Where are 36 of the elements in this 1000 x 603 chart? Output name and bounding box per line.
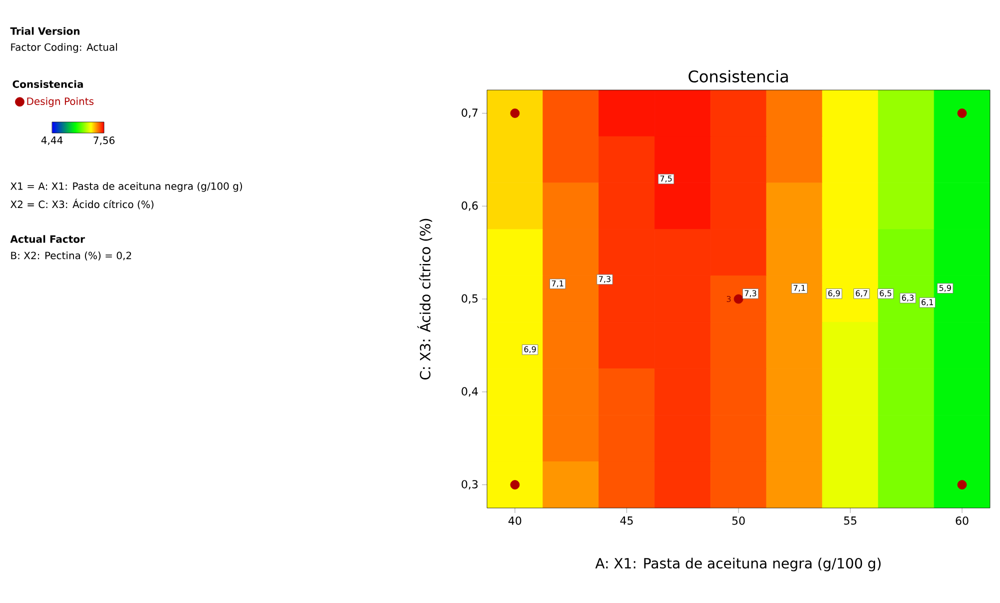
annotation: 7,1 [794,284,806,292]
y-tick-label: 0,4 [462,387,478,397]
text: X1 = A: X1: Pasta de aceituna negra (g/100 g) [10,182,242,192]
annotation: 6,3 [902,294,914,302]
y-tick-label: 0,6 [462,201,478,211]
annotation: 7,3 [599,276,610,283]
annotation: 6,5 [880,290,892,298]
annotation: 6,7 [856,290,868,298]
y-tick-label: 0,5 [462,294,478,304]
color-bar-label: 7,56 [94,136,115,146]
x-tick-label: 40 [508,516,522,525]
text: Factor Coding: Actual [11,43,117,53]
annotation: 5,9 [939,284,951,292]
legend-label: Design Points [27,97,94,107]
x-tick-label: 50 [732,516,745,525]
legend-title: Consistencia [12,80,83,88]
text: Actual Factor [10,235,85,243]
text: B: X2: Pectina (%) = 0,2 [11,252,132,260]
x-tick-label: 55 [844,516,856,525]
y-tick-label: 0,3 [462,480,478,490]
x-tick-label: 45 [620,516,633,525]
annotation: 6,1 [922,299,934,306]
chart-title: Consistencia [688,70,788,82]
color-bar-label: 4,44 [41,136,63,145]
x-tick-label: 60 [956,516,968,525]
x-axis-title: A: X1: Pasta de aceituna negra (g/100 g) [595,558,881,572]
annotation: 6,9 [828,290,840,298]
annotation: 7,1 [552,280,564,288]
y-axis-title: C: X3: Ácido cítrico (%) [417,218,432,380]
text: X2 = C: X3: Ácido cítrico (%) [10,198,154,210]
text: Trial Version [10,27,80,35]
annotation: 6,9 [524,346,536,354]
annotation: 7,5 [660,176,672,182]
annotation: 3 [726,296,731,302]
y-tick-label: 0,7 [462,108,478,118]
annotation: 7,3 [744,290,756,298]
